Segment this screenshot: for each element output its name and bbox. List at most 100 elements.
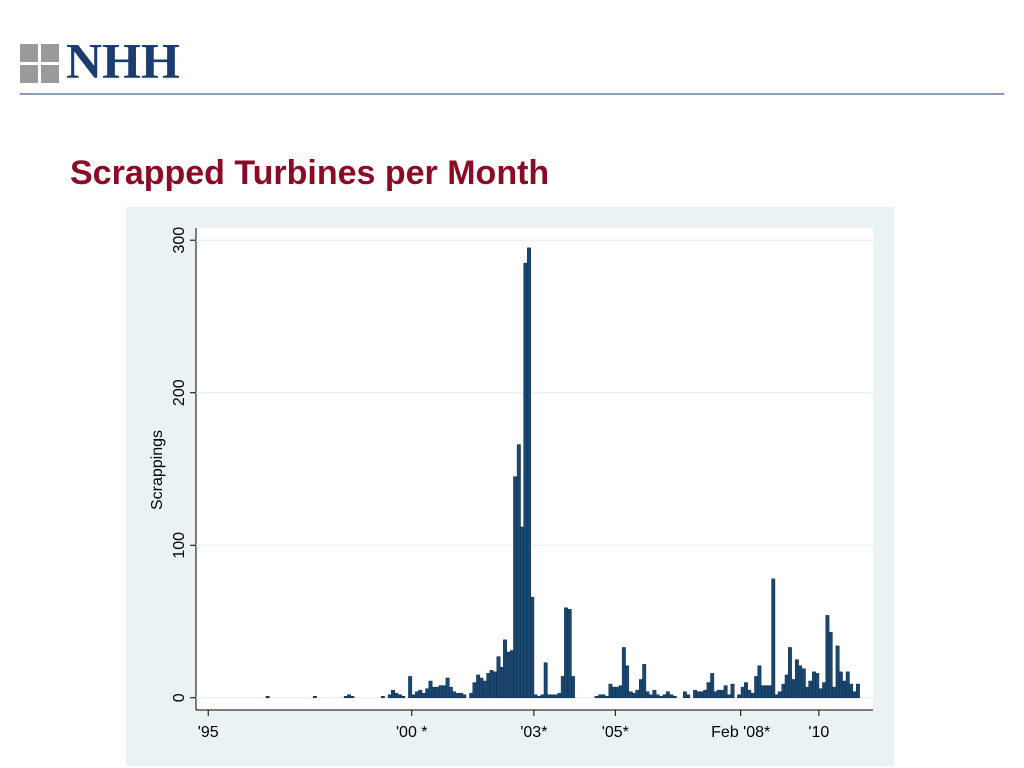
bar xyxy=(628,691,633,699)
x-tick-label: Feb '08* xyxy=(711,724,770,741)
bar xyxy=(700,691,704,699)
bar xyxy=(815,673,820,699)
bar xyxy=(788,647,792,699)
bar xyxy=(550,694,555,699)
bar xyxy=(492,671,497,699)
bar xyxy=(672,696,677,699)
bar xyxy=(608,683,613,699)
bar xyxy=(784,674,789,699)
bar xyxy=(567,609,572,699)
bar xyxy=(835,645,840,699)
bar xyxy=(452,691,457,699)
plot-area xyxy=(196,228,873,710)
bar xyxy=(632,692,636,699)
bar xyxy=(394,692,399,699)
bar xyxy=(747,689,752,699)
bar xyxy=(649,694,654,699)
x-tick-label: '95 xyxy=(198,724,219,741)
bar xyxy=(553,694,558,699)
bar xyxy=(682,691,687,699)
bar xyxy=(818,688,823,699)
bar xyxy=(547,694,552,699)
bar xyxy=(343,696,348,699)
bar xyxy=(472,682,477,699)
bar xyxy=(421,692,426,699)
bar xyxy=(398,694,402,699)
bar xyxy=(516,444,521,699)
bar xyxy=(530,596,535,699)
bar xyxy=(435,686,440,699)
bar xyxy=(499,667,504,699)
bar xyxy=(265,696,270,699)
bar xyxy=(808,680,813,699)
bar xyxy=(520,526,525,699)
bar xyxy=(448,686,453,699)
x-tick-label: '05* xyxy=(602,724,629,741)
y-axis-label: Scrappings xyxy=(149,430,166,510)
y-tick-label: 100 xyxy=(171,532,188,559)
bar xyxy=(533,694,538,699)
bar xyxy=(445,677,450,699)
bar xyxy=(798,665,803,699)
bar xyxy=(415,691,419,699)
bar xyxy=(849,683,853,699)
bar xyxy=(737,694,742,699)
bar xyxy=(408,676,413,699)
bar xyxy=(693,689,698,699)
bar xyxy=(761,685,766,699)
bar xyxy=(659,696,664,699)
bar xyxy=(537,696,542,699)
bar xyxy=(710,673,715,699)
bar xyxy=(652,689,657,699)
bar xyxy=(852,691,857,699)
bar xyxy=(625,665,630,699)
bar xyxy=(509,650,514,699)
bar xyxy=(418,689,423,699)
bar xyxy=(740,686,745,699)
bar xyxy=(347,694,352,699)
bar xyxy=(482,680,487,699)
y-tick-label: 300 xyxy=(171,227,188,254)
bar xyxy=(462,694,467,699)
bar xyxy=(312,696,317,699)
bar xyxy=(686,694,691,699)
bar xyxy=(825,615,830,699)
bar xyxy=(822,682,827,699)
x-tick-label: '10 xyxy=(808,724,829,741)
bar xyxy=(845,671,850,699)
bar xyxy=(635,689,640,699)
bar xyxy=(703,689,708,699)
bar xyxy=(777,691,782,699)
y-tick-label: 0 xyxy=(171,693,188,702)
bar xyxy=(838,671,843,699)
bar xyxy=(523,262,528,699)
bar xyxy=(387,694,392,699)
bar xyxy=(642,663,647,699)
bar xyxy=(713,691,718,699)
bar xyxy=(794,659,799,699)
bar xyxy=(662,694,667,699)
bar xyxy=(764,685,769,699)
bar xyxy=(750,692,755,699)
bar xyxy=(696,691,701,699)
bar xyxy=(560,676,565,699)
bar xyxy=(730,683,735,699)
bar xyxy=(720,689,725,699)
bar xyxy=(506,651,511,699)
bar xyxy=(557,692,562,699)
bar xyxy=(774,694,779,699)
bar xyxy=(828,631,833,699)
logo-icon xyxy=(20,44,59,83)
bar xyxy=(655,694,660,699)
bar xyxy=(496,656,501,699)
bar xyxy=(757,665,762,699)
bar xyxy=(459,692,463,699)
bar xyxy=(855,683,860,699)
bar xyxy=(428,680,433,699)
bar xyxy=(611,686,616,699)
bar xyxy=(832,686,837,699)
bar xyxy=(621,647,626,699)
bar xyxy=(469,692,474,699)
bar xyxy=(564,607,568,699)
